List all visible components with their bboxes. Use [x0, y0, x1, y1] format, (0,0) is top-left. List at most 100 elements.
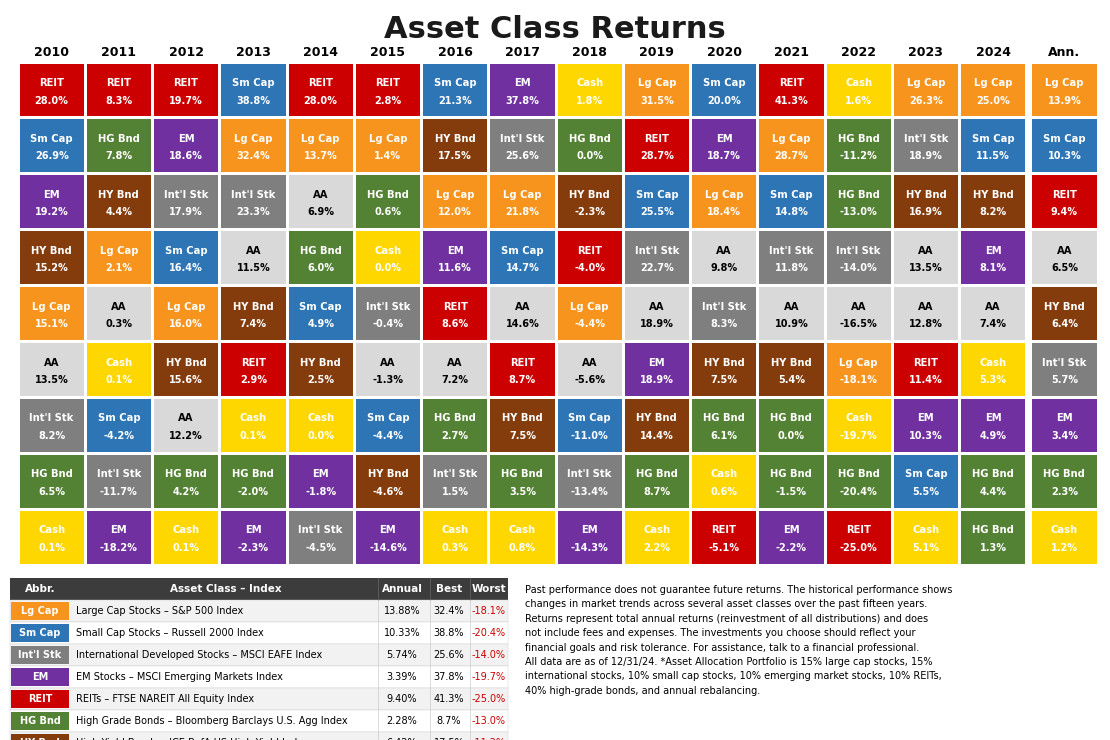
Text: Int'l Stk: Int'l Stk	[567, 469, 612, 480]
Text: Sm Cap: Sm Cap	[164, 246, 208, 256]
Text: HG Bnd: HG Bnd	[20, 716, 60, 726]
Text: 14.6%: 14.6%	[505, 319, 539, 329]
Bar	[11, 712, 69, 730]
Text: Sm Cap: Sm Cap	[30, 134, 73, 144]
Bar	[692, 399, 756, 451]
Bar	[10, 688, 508, 710]
Bar	[961, 231, 1026, 284]
Text: 0.6%: 0.6%	[710, 487, 738, 497]
Bar	[692, 287, 756, 340]
Bar	[625, 64, 689, 116]
Bar	[1032, 175, 1097, 228]
Text: Cash: Cash	[845, 414, 872, 423]
Text: 9.4%: 9.4%	[1051, 207, 1078, 218]
Bar	[289, 119, 353, 172]
Text: Sm Cap: Sm Cap	[636, 190, 678, 200]
Text: Lg Cap: Lg Cap	[369, 134, 407, 144]
Text: -14.3%: -14.3%	[571, 542, 608, 553]
Text: HY Bnd: HY Bnd	[367, 469, 408, 480]
Text: REIT: REIT	[28, 694, 52, 704]
Text: 0.0%: 0.0%	[576, 152, 603, 161]
Bar	[87, 231, 151, 284]
Text: Lg Cap: Lg Cap	[839, 357, 878, 368]
Text: 0.3%: 0.3%	[105, 319, 132, 329]
Bar	[894, 343, 958, 396]
Bar	[692, 454, 756, 508]
Text: Lg Cap: Lg Cap	[571, 302, 609, 312]
Text: AA: AA	[111, 302, 127, 312]
Bar	[289, 399, 353, 451]
Bar	[221, 119, 285, 172]
Text: -2.3%: -2.3%	[238, 542, 269, 553]
Bar	[10, 622, 508, 644]
Text: Cash: Cash	[240, 414, 266, 423]
Text: REIT: REIT	[712, 525, 737, 535]
Text: 2018: 2018	[572, 45, 607, 58]
Bar	[355, 231, 420, 284]
Text: -14.6%: -14.6%	[369, 542, 406, 553]
Text: -4.0%: -4.0%	[574, 263, 605, 273]
Text: 18.9%: 18.9%	[640, 375, 674, 385]
Text: HY Bnd: HY Bnd	[569, 190, 611, 200]
Bar	[87, 511, 151, 563]
Text: 2.1%: 2.1%	[105, 263, 132, 273]
Text: 0.1%: 0.1%	[38, 542, 65, 553]
Bar	[355, 287, 420, 340]
Text: 2.28%: 2.28%	[386, 716, 417, 726]
Text: Int'l Stk: Int'l Stk	[837, 246, 881, 256]
Text: 23.3%: 23.3%	[236, 207, 270, 218]
Text: 4.9%: 4.9%	[980, 431, 1007, 441]
Text: AA: AA	[918, 246, 934, 256]
Text: 32.4%: 32.4%	[434, 606, 464, 616]
Text: Sm Cap: Sm Cap	[568, 414, 611, 423]
Bar	[20, 399, 83, 451]
Bar	[692, 119, 756, 172]
Bar	[355, 175, 420, 228]
Text: 1.4%: 1.4%	[374, 152, 402, 161]
Bar	[557, 119, 622, 172]
Bar	[1032, 231, 1097, 284]
Text: HG Bnd: HG Bnd	[568, 134, 611, 144]
Text: Sm Cap: Sm Cap	[703, 78, 746, 88]
Text: Lg Cap: Lg Cap	[436, 190, 474, 200]
Bar	[759, 511, 824, 563]
Bar	[154, 175, 219, 228]
Text: Cash: Cash	[1051, 525, 1078, 535]
Text: REIT: REIT	[241, 357, 266, 368]
Text: 2015: 2015	[371, 45, 405, 58]
Bar	[491, 119, 555, 172]
Bar	[154, 119, 219, 172]
Bar	[625, 175, 689, 228]
Bar	[692, 343, 756, 396]
Text: 37.8%: 37.8%	[505, 95, 539, 106]
Text: -2.3%: -2.3%	[574, 207, 605, 218]
Text: 18.7%: 18.7%	[707, 152, 741, 161]
Text: 7.5%: 7.5%	[508, 431, 536, 441]
Text: 28.7%: 28.7%	[775, 152, 808, 161]
Text: AA: AA	[380, 357, 395, 368]
Text: 12.8%: 12.8%	[909, 319, 942, 329]
Bar	[557, 511, 622, 563]
Text: 15.2%: 15.2%	[34, 263, 69, 273]
Text: HG Bnd: HG Bnd	[704, 414, 745, 423]
Bar	[87, 119, 151, 172]
Text: -1.5%: -1.5%	[776, 487, 807, 497]
Text: Cash: Cash	[845, 78, 872, 88]
Text: -4.4%: -4.4%	[372, 431, 403, 441]
Text: Sm Cap: Sm Cap	[972, 134, 1015, 144]
Text: -20.4%: -20.4%	[840, 487, 878, 497]
Text: HG Bnd: HG Bnd	[502, 469, 543, 480]
Bar	[423, 231, 487, 284]
Text: Cash: Cash	[442, 525, 468, 535]
Bar	[87, 399, 151, 451]
Text: 5.1%: 5.1%	[912, 542, 939, 553]
Text: EM: EM	[32, 672, 48, 682]
Text: 6.0%: 6.0%	[307, 263, 334, 273]
Text: -13.4%: -13.4%	[571, 487, 608, 497]
Text: EM: EM	[514, 78, 531, 88]
Bar	[20, 343, 83, 396]
Text: -0.4%: -0.4%	[372, 319, 403, 329]
Text: REIT: REIT	[375, 78, 401, 88]
Text: Sm Cap: Sm Cap	[905, 469, 947, 480]
Bar	[827, 454, 890, 508]
